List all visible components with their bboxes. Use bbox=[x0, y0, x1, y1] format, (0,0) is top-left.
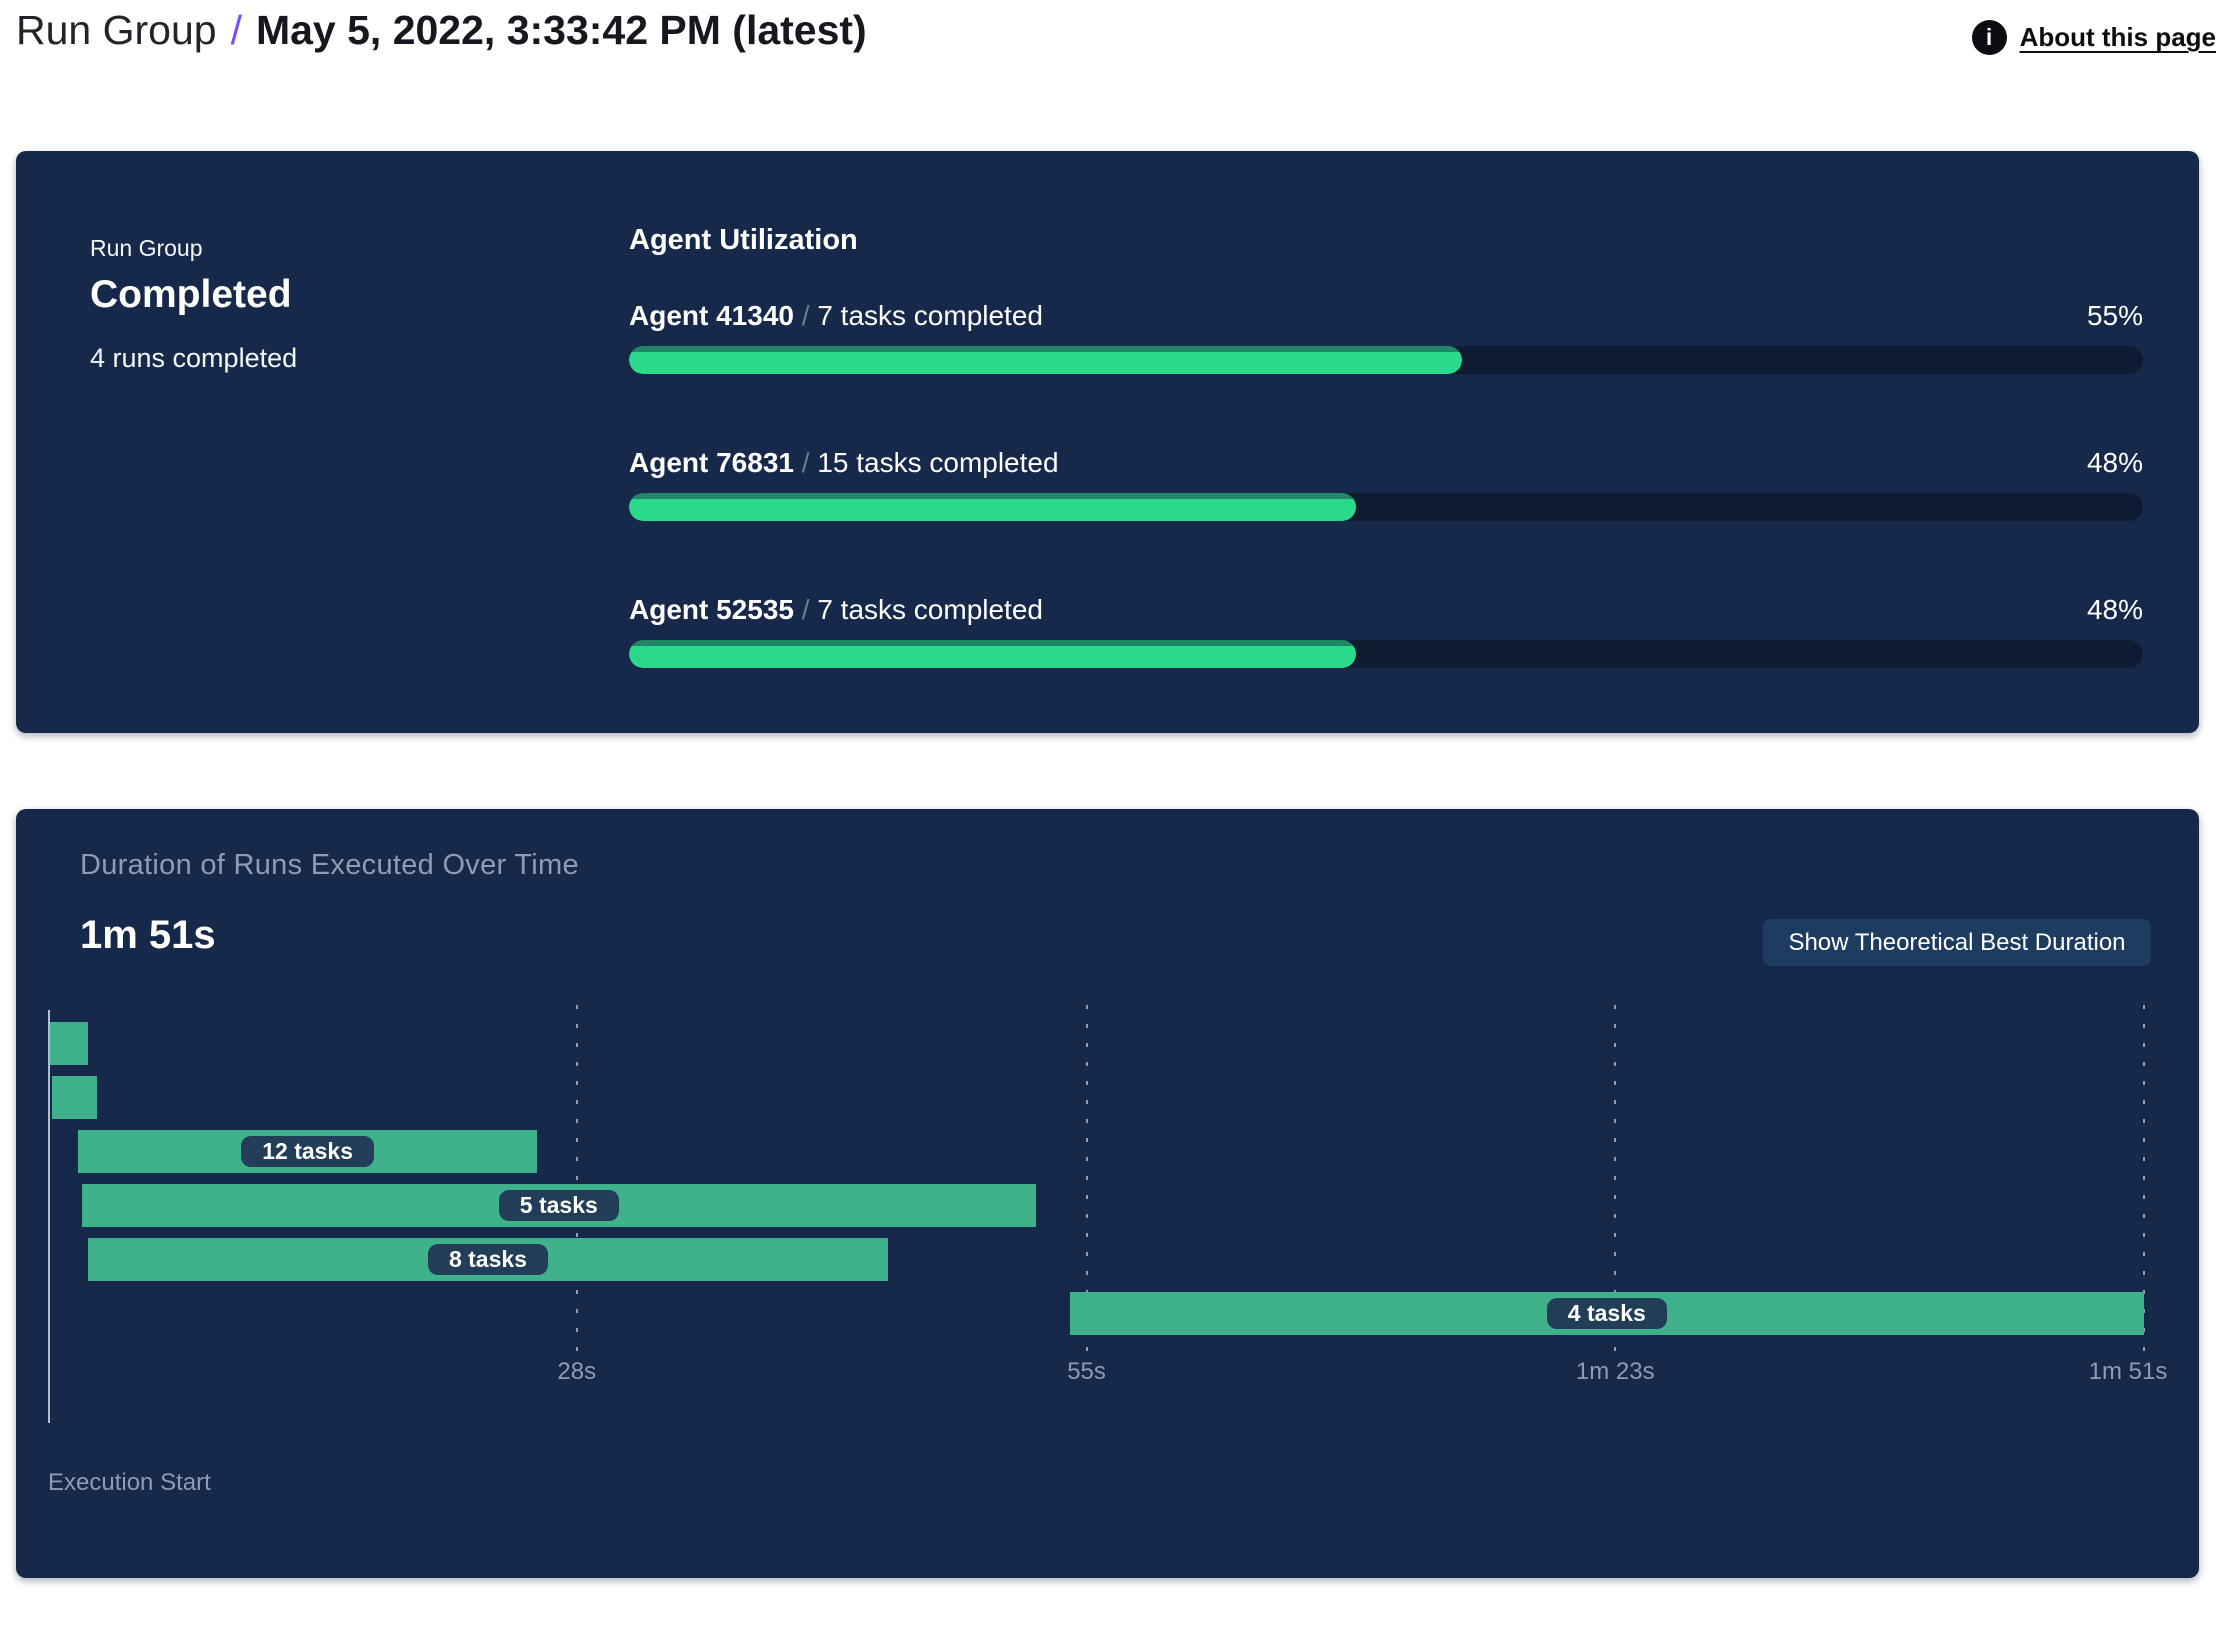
x-axis-tick-label: 28s bbox=[557, 1358, 597, 1385]
gantt-run-task-count-pill: 5 tasks bbox=[498, 1190, 619, 1221]
gantt-run-bar[interactable]: 8 tasks bbox=[87, 1238, 889, 1281]
agent-name: Agent 76831 bbox=[629, 447, 794, 478]
x-axis-tick-label: 1m 23s bbox=[1575, 1358, 1655, 1385]
breadcrumb-separator: / bbox=[230, 7, 242, 53]
duration-chart-title: Duration of Runs Executed Over Time bbox=[80, 849, 579, 881]
duration-gantt-chart: 28s 55s 1m 23s 1m 51s 12 tasks 5 tasks 8 tasks… bbox=[16, 809, 2199, 1578]
gantt-run-task-count-pill: 12 tasks bbox=[241, 1136, 375, 1167]
agent-row-label: Agent 76831 / 15 tasks completed bbox=[629, 446, 2143, 480]
total-duration-value: 1m 51s bbox=[80, 913, 216, 957]
agent-utilization-percent: 48% bbox=[2086, 594, 2143, 625]
run-group-summary-panel: Run Group Completed 4 runs completed Age… bbox=[16, 151, 2199, 733]
agent-utilization-fill bbox=[629, 493, 1356, 521]
breadcrumb-root: Run Group bbox=[16, 7, 217, 53]
agent-utilization-track bbox=[629, 493, 2143, 521]
gridline bbox=[1085, 1005, 1088, 1353]
info-icon: i bbox=[1971, 20, 2007, 55]
agent-utilization-row: Agent 41340 / 7 tasks completed 55% bbox=[629, 299, 2143, 374]
gridline bbox=[2143, 1005, 2145, 1353]
agent-name: Agent 52535 bbox=[629, 594, 794, 625]
gantt-run-bar[interactable]: 4 tasks bbox=[1069, 1292, 2144, 1335]
agent-label-separator: / bbox=[793, 300, 818, 331]
breadcrumb-current: May 5, 2022, 3:33:42 PM (latest) bbox=[255, 7, 867, 53]
run-group-status: Completed bbox=[90, 273, 292, 316]
agent-tasks-completed: 7 tasks completed bbox=[817, 594, 1043, 625]
run-group-label: Run Group bbox=[90, 235, 203, 261]
gantt-run-bar[interactable] bbox=[49, 1022, 88, 1065]
gantt-run-task-count-pill: 8 tasks bbox=[427, 1244, 548, 1275]
agent-tasks-completed: 15 tasks completed bbox=[817, 447, 1059, 478]
agent-utilization-percent: 48% bbox=[2086, 447, 2143, 478]
show-theoretical-best-duration-button[interactable]: Show Theoretical Best Duration bbox=[1763, 919, 2151, 966]
duration-panel: Duration of Runs Executed Over Time 1m 5… bbox=[16, 809, 2199, 1578]
gantt-run-bar[interactable] bbox=[51, 1076, 98, 1119]
gridline bbox=[1614, 1005, 1617, 1353]
agent-utilization-row: Agent 76831 / 15 tasks completed 48% bbox=[629, 446, 2143, 521]
agent-utilization-track bbox=[629, 346, 2143, 374]
page-title: Run Group / May 5, 2022, 3:33:42 PM (lat… bbox=[16, 6, 867, 55]
x-axis-tick-label: 1m 51s bbox=[2088, 1358, 2168, 1385]
gantt-run-task-count-pill: 4 tasks bbox=[1546, 1298, 1667, 1329]
x-axis-tick-label: 55s bbox=[1067, 1358, 1106, 1385]
agent-utilization-title: Agent Utilization bbox=[629, 224, 858, 256]
runs-completed-count: 4 runs completed bbox=[90, 343, 298, 373]
agent-utilization-fill bbox=[629, 346, 1462, 374]
agent-utilization-track bbox=[629, 640, 2143, 668]
agent-row-label: Agent 41340 / 7 tasks completed bbox=[629, 299, 2143, 333]
execution-start-label: Execution Start bbox=[48, 1469, 211, 1496]
agent-utilization-percent: 55% bbox=[2086, 300, 2143, 331]
about-this-page-link[interactable]: About this page bbox=[2019, 22, 2216, 52]
agent-name: Agent 41340 bbox=[629, 300, 794, 331]
gridline bbox=[575, 1005, 578, 1353]
agent-tasks-completed: 7 tasks completed bbox=[817, 300, 1043, 331]
agent-utilization-row: Agent 52535 / 7 tasks completed 48% bbox=[629, 593, 2143, 668]
execution-start-axis bbox=[48, 1010, 50, 1423]
gantt-run-bar[interactable]: 12 tasks bbox=[78, 1130, 538, 1173]
gantt-run-bar[interactable]: 5 tasks bbox=[81, 1184, 1036, 1227]
agent-utilization-fill bbox=[629, 640, 1356, 668]
agent-label-separator: / bbox=[793, 594, 818, 625]
agent-label-separator: / bbox=[793, 447, 818, 478]
about-this-page[interactable]: i About this page bbox=[1971, 20, 2216, 55]
agent-row-label: Agent 52535 / 7 tasks completed bbox=[629, 593, 2143, 627]
